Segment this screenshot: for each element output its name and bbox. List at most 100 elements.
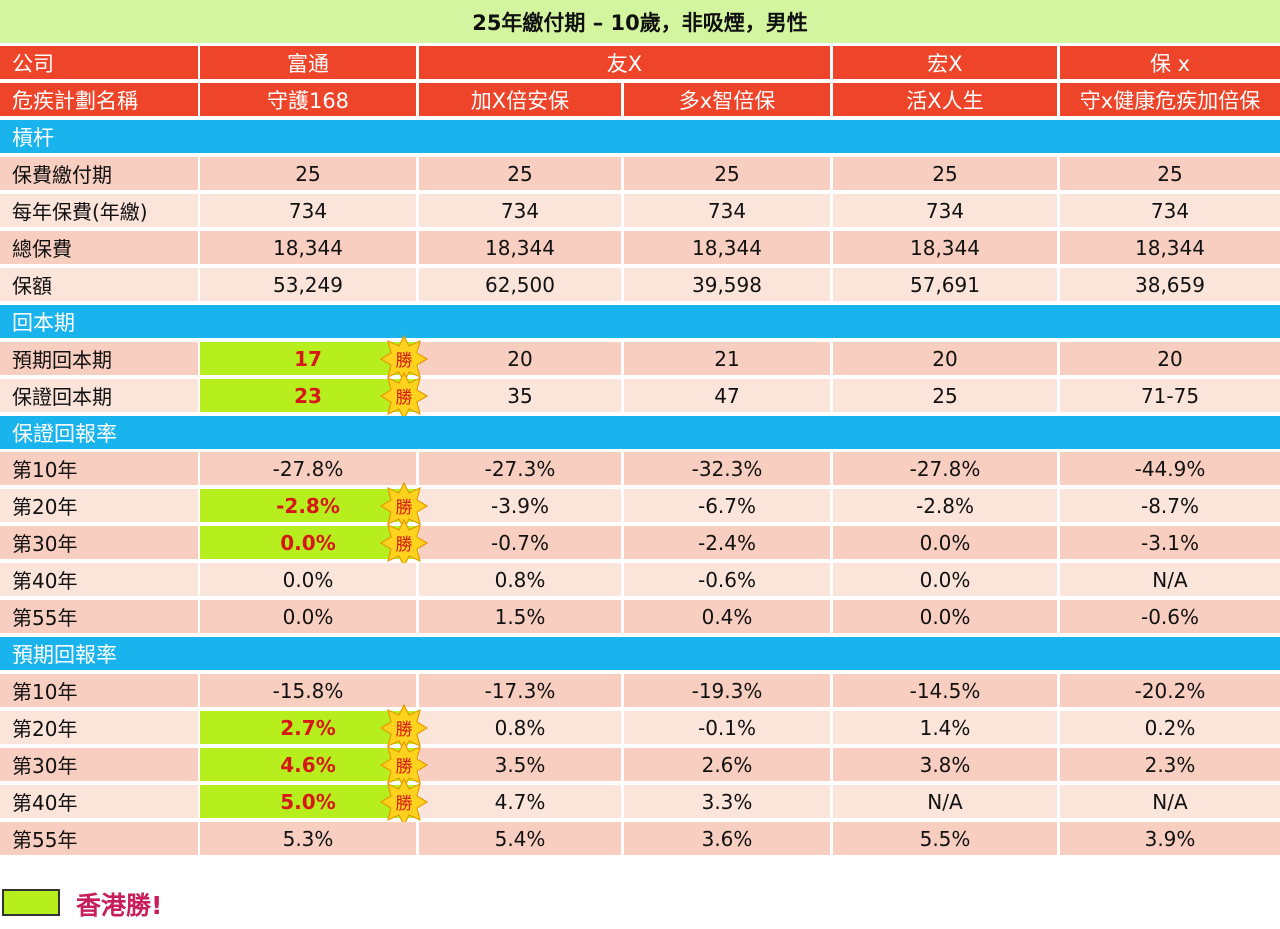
value-cell: -0.6%	[1060, 600, 1280, 633]
table-row: 第40年 0.0% 0.8% -0.6% 0.0% N/A	[0, 563, 1280, 599]
value-cell: 47	[624, 379, 830, 412]
company-name: 富通	[200, 46, 416, 79]
section-title: 保證回報率	[0, 416, 1280, 449]
row-label: 第55年	[0, 822, 198, 855]
table-row: 第10年 -15.8% -17.3% -19.3% -14.5% -20.2%	[0, 674, 1280, 710]
table-row: 第30年 0.0% -0.7% -2.4% 0.0% -3.1% 勝	[0, 519, 1280, 567]
row-label: 保額	[0, 268, 198, 301]
company-name: 保 x	[1060, 46, 1280, 79]
company-name: 宏X	[833, 46, 1057, 79]
value-cell: 18,344	[419, 231, 621, 264]
row-label: 保費繳付期	[0, 157, 198, 190]
table-row: 總保費 18,344 18,344 18,344 18,344 18,344	[0, 231, 1280, 267]
value-cell: -20.2%	[1060, 674, 1280, 707]
value-cell: 20	[1060, 342, 1280, 375]
value-cell: -14.5%	[833, 674, 1057, 707]
plan-label: 危疾計劃名稱	[0, 83, 198, 116]
legend-swatch	[2, 889, 60, 916]
value-cell: -3.9%	[419, 489, 621, 522]
value-cell: 20	[833, 342, 1057, 375]
value-cell: -0.6%	[624, 563, 830, 596]
value-cell: N/A	[1060, 563, 1280, 596]
value-cell: 35	[419, 379, 621, 412]
value-cell: 23	[200, 379, 416, 412]
section-title: 回本期	[0, 305, 1280, 338]
value-cell: 0.0%	[200, 600, 416, 633]
table-row: 第55年 5.3% 5.4% 3.6% 5.5% 3.9%	[0, 822, 1280, 858]
value-cell: 3.6%	[624, 822, 830, 855]
section-header-row: 回本期	[0, 305, 1280, 341]
value-cell: -19.3%	[624, 674, 830, 707]
value-cell: 38,659	[1060, 268, 1280, 301]
plan-header-row: 危疾計劃名稱 守護168 加X倍安保 多x智倍保 活X人生 守x健康危疾加倍保	[0, 83, 1280, 119]
value-cell: 25	[624, 157, 830, 190]
row-label: 第10年	[0, 452, 198, 485]
value-cell: -44.9%	[1060, 452, 1280, 485]
row-label: 總保費	[0, 231, 198, 264]
value-cell: 3.9%	[1060, 822, 1280, 855]
table-row: 保費繳付期 25 25 25 25 25	[0, 157, 1280, 193]
value-cell: 0.0%	[200, 563, 416, 596]
value-cell: 0.4%	[624, 600, 830, 633]
value-cell: 2.7%	[200, 711, 416, 744]
value-cell: -32.3%	[624, 452, 830, 485]
section-header-row: 槓杆	[0, 120, 1280, 156]
table-row: 第10年 -27.8% -27.3% -32.3% -27.8% -44.9%	[0, 452, 1280, 488]
value-cell: 25	[200, 157, 416, 190]
value-cell: 71-75	[1060, 379, 1280, 412]
value-cell: 0.2%	[1060, 711, 1280, 744]
table-row: 第55年 0.0% 1.5% 0.4% 0.0% -0.6%	[0, 600, 1280, 636]
row-label: 第30年	[0, 526, 198, 559]
row-label: 每年保費(年繳)	[0, 194, 198, 227]
value-cell: 21	[624, 342, 830, 375]
value-cell: 3.3%	[624, 785, 830, 818]
value-cell: 734	[1060, 194, 1280, 227]
row-label: 第20年	[0, 711, 198, 744]
row-label: 第40年	[0, 785, 198, 818]
value-cell: -27.8%	[833, 452, 1057, 485]
value-cell: 2.6%	[624, 748, 830, 781]
plan-name: 多x智倍保	[624, 83, 830, 116]
value-cell: 734	[833, 194, 1057, 227]
company-label: 公司	[0, 46, 198, 79]
value-cell: 25	[833, 157, 1057, 190]
value-cell: 734	[200, 194, 416, 227]
value-cell: 57,691	[833, 268, 1057, 301]
value-cell: -3.1%	[1060, 526, 1280, 559]
value-cell: 3.8%	[833, 748, 1057, 781]
value-cell: 2.3%	[1060, 748, 1280, 781]
page-title: 25年繳付期 – 10歲，非吸煙，男性	[0, 0, 1280, 43]
value-cell: 20	[419, 342, 621, 375]
value-cell: 25	[419, 157, 621, 190]
value-cell: -0.7%	[419, 526, 621, 559]
value-cell: -27.3%	[419, 452, 621, 485]
table-row: 保證回本期 23 35 47 25 71-75 勝	[0, 372, 1280, 420]
value-cell: -2.4%	[624, 526, 830, 559]
value-cell: 0.0%	[833, 526, 1057, 559]
value-cell: 1.4%	[833, 711, 1057, 744]
value-cell: 0.8%	[419, 711, 621, 744]
value-cell: -6.7%	[624, 489, 830, 522]
value-cell: -27.8%	[200, 452, 416, 485]
table-row: 第20年 -2.8% -3.9% -6.7% -2.8% -8.7% 勝	[0, 482, 1280, 530]
plan-name: 活X人生	[833, 83, 1057, 116]
plan-name: 守x健康危疾加倍保	[1060, 83, 1280, 116]
value-cell: -17.3%	[419, 674, 621, 707]
row-label: 第30年	[0, 748, 198, 781]
row-label: 第55年	[0, 600, 198, 633]
value-cell: -15.8%	[200, 674, 416, 707]
plan-name: 守護168	[200, 83, 416, 116]
value-cell: 18,344	[624, 231, 830, 264]
value-cell: 5.4%	[419, 822, 621, 855]
value-cell: 18,344	[200, 231, 416, 264]
value-cell: -2.8%	[833, 489, 1057, 522]
table-row: 預期回本期 17 20 21 20 20 勝	[0, 335, 1280, 383]
value-cell: 18,344	[1060, 231, 1280, 264]
table-row: 第30年 4.6% 3.5% 2.6% 3.8% 2.3% 勝	[0, 741, 1280, 789]
value-cell: 5.5%	[833, 822, 1057, 855]
value-cell: 5.3%	[200, 822, 416, 855]
value-cell: N/A	[1060, 785, 1280, 818]
company-name: 友X	[419, 46, 830, 79]
value-cell: 5.0%	[200, 785, 416, 818]
table-row: 第40年 5.0% 4.7% 3.3% N/A N/A 勝	[0, 778, 1280, 826]
